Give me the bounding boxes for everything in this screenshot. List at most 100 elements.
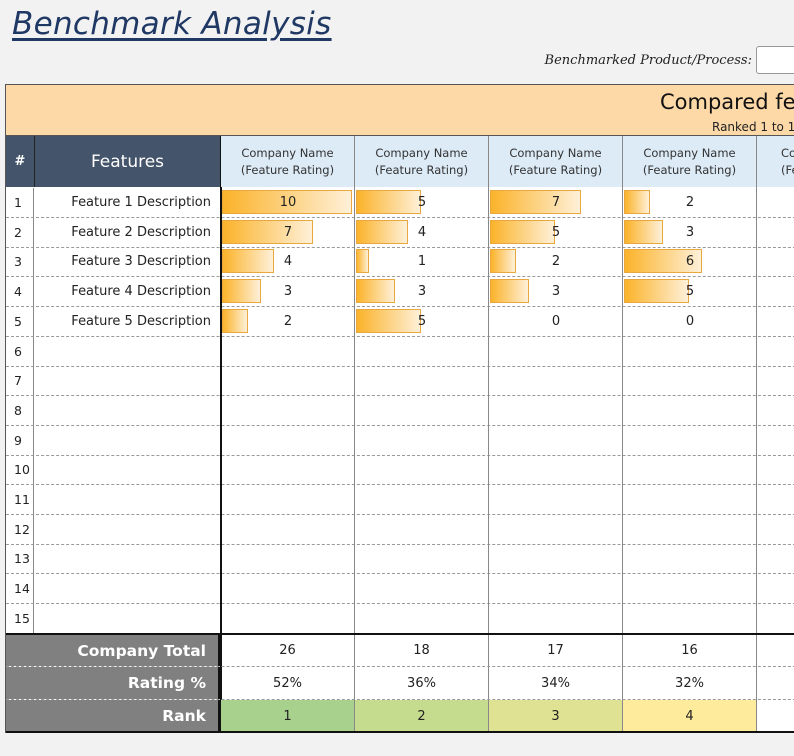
rating-cell[interactable] xyxy=(489,485,623,514)
rating-cell[interactable] xyxy=(355,336,489,366)
rating-cell[interactable] xyxy=(623,574,757,604)
feature-description[interactable] xyxy=(35,604,220,633)
feature-description[interactable] xyxy=(35,515,220,544)
rating-cell[interactable] xyxy=(623,395,757,425)
rating-cell[interactable] xyxy=(355,455,489,485)
rating-cell[interactable] xyxy=(489,366,623,396)
rating-cell[interactable] xyxy=(757,574,794,603)
rating-cell[interactable]: 3 xyxy=(489,277,623,307)
rating-cell[interactable]: 1 xyxy=(355,247,489,277)
rating-cell[interactable]: 5 xyxy=(355,306,489,336)
feature-description[interactable]: Feature 5 Description xyxy=(71,313,211,329)
rating-cell[interactable]: 5 xyxy=(355,188,489,217)
rating-cell[interactable] xyxy=(355,425,489,455)
rating-cell[interactable] xyxy=(623,603,757,633)
rating-cell[interactable] xyxy=(221,544,355,574)
feature-description[interactable]: Feature 4 Description xyxy=(71,284,211,300)
rating-cell[interactable] xyxy=(355,366,489,396)
rating-cell[interactable] xyxy=(221,366,355,396)
rating-cell[interactable]: 5 xyxy=(489,217,623,247)
rating-cell[interactable]: 10 xyxy=(221,188,355,217)
rating-data-bar xyxy=(356,219,408,244)
footer-separator xyxy=(6,633,794,635)
rating-cell[interactable] xyxy=(221,455,355,485)
rating-cell[interactable] xyxy=(757,604,794,633)
rating-cell[interactable] xyxy=(355,485,489,514)
rating-cell[interactable] xyxy=(757,218,794,247)
rating-cell[interactable]: 2 xyxy=(221,306,355,336)
rating-cell[interactable] xyxy=(489,544,623,574)
rating-cell[interactable]: 0 xyxy=(489,306,623,336)
benchmark-label: Benchmarked Product/Process: xyxy=(544,53,752,68)
rating-cell[interactable] xyxy=(355,395,489,425)
rating-cell[interactable]: 6 xyxy=(623,247,757,277)
rating-cell[interactable] xyxy=(623,514,757,544)
rating-cell[interactable]: 3 xyxy=(623,217,757,247)
table-row: 4 Feature 4 Description 3 3 3 5 xyxy=(6,277,794,308)
rating-cell[interactable]: 4 xyxy=(355,217,489,247)
rating-cell[interactable]: 5 xyxy=(623,277,757,307)
rating-cell[interactable] xyxy=(623,455,757,485)
rating-value: 5 xyxy=(685,284,695,300)
feature-description[interactable] xyxy=(35,366,220,395)
rating-cell[interactable] xyxy=(489,603,623,633)
rating-cell[interactable] xyxy=(489,455,623,485)
rating-cell[interactable] xyxy=(221,603,355,633)
rating-cell[interactable] xyxy=(221,485,355,514)
feature-description[interactable] xyxy=(35,544,220,573)
rating-cell[interactable] xyxy=(489,514,623,544)
rating-cell[interactable] xyxy=(757,426,794,455)
rating-cell[interactable] xyxy=(757,396,794,425)
rating-cell[interactable]: 3 xyxy=(221,277,355,307)
rating-cell[interactable] xyxy=(623,366,757,396)
feature-description[interactable] xyxy=(35,574,220,603)
rating-cell[interactable] xyxy=(489,425,623,455)
rating-value: 3 xyxy=(685,224,695,240)
rating-cell[interactable] xyxy=(757,544,794,573)
rating-cell[interactable] xyxy=(221,395,355,425)
rating-cell[interactable]: 7 xyxy=(221,217,355,247)
rating-cell[interactable] xyxy=(355,603,489,633)
rating-cell[interactable] xyxy=(757,247,794,276)
feature-description[interactable] xyxy=(35,485,220,514)
rating-cell[interactable]: 2 xyxy=(623,188,757,217)
rating-cell[interactable] xyxy=(757,515,794,544)
rating-cell[interactable]: 2 xyxy=(489,247,623,277)
rating-cell[interactable] xyxy=(221,425,355,455)
feature-description[interactable]: Feature 1 Description xyxy=(71,195,211,210)
rating-cell[interactable] xyxy=(623,336,757,366)
feature-description[interactable] xyxy=(35,337,220,366)
rating-cell[interactable] xyxy=(221,336,355,366)
rating-cell[interactable]: 7 xyxy=(489,188,623,217)
rating-cell[interactable] xyxy=(757,277,794,306)
rating-cell[interactable] xyxy=(221,514,355,544)
rating-value: 0 xyxy=(551,313,561,329)
company-column-header: Company Name (Feature Rating) xyxy=(355,136,489,187)
rating-cell[interactable]: 4 xyxy=(221,247,355,277)
feature-description[interactable]: Feature 3 Description xyxy=(71,254,211,270)
rating-cell[interactable]: 0 xyxy=(623,306,757,336)
rating-cell[interactable] xyxy=(489,395,623,425)
rating-cell[interactable] xyxy=(355,544,489,574)
benchmark-input[interactable] xyxy=(756,46,794,74)
feature-description[interactable]: Feature 2 Description xyxy=(71,224,211,240)
feature-description[interactable] xyxy=(35,455,220,484)
rating-cell[interactable] xyxy=(623,425,757,455)
rating-cell[interactable] xyxy=(757,455,794,484)
rating-cell[interactable] xyxy=(757,366,794,395)
rating-cell[interactable] xyxy=(757,307,794,336)
rating-cell[interactable] xyxy=(757,485,794,514)
rating-cell[interactable] xyxy=(623,544,757,574)
rating-cell[interactable] xyxy=(355,514,489,544)
rating-cell[interactable] xyxy=(489,574,623,604)
rating-cell[interactable] xyxy=(757,337,794,366)
rating-cell[interactable] xyxy=(623,485,757,514)
rating-cell[interactable] xyxy=(757,188,794,217)
rating-cell[interactable] xyxy=(489,336,623,366)
feature-description[interactable] xyxy=(35,426,220,455)
feature-description[interactable] xyxy=(35,396,220,425)
rating-cell[interactable] xyxy=(355,574,489,604)
row-number: 11 xyxy=(6,485,34,514)
rating-cell[interactable]: 3 xyxy=(355,277,489,307)
rating-cell[interactable] xyxy=(221,574,355,604)
